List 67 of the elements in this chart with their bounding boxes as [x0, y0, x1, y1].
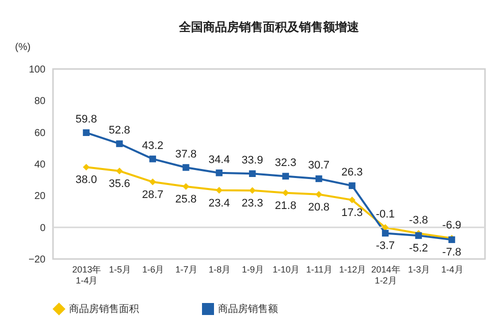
data-label: 23.4 — [208, 197, 230, 210]
x-tick-label: 2013年 1-4月 — [72, 264, 102, 286]
y-tick-label: 0 — [40, 222, 46, 234]
point — [82, 129, 90, 136]
point — [282, 189, 289, 196]
point — [116, 168, 123, 174]
data-label: 30.7 — [308, 160, 330, 172]
y-axis-title: (%) — [15, 42, 31, 53]
y-tick-label: 60 — [34, 128, 46, 139]
data-label: 17.3 — [341, 206, 363, 219]
point — [282, 172, 289, 180]
data-label: 43.2 — [142, 140, 164, 152]
data-label: 26.3 — [341, 166, 363, 179]
data-label: -7.8 — [442, 246, 462, 259]
x-tick-label: 1-8月 — [208, 264, 231, 274]
x-tick-label: 2014年 1-2月 — [371, 264, 400, 286]
x-tick-label: 1-4月 — [441, 264, 464, 274]
x-tick-label: 1-10月 — [272, 264, 300, 274]
y-tick-label: 20 — [34, 191, 46, 202]
data-label: -3.7 — [376, 240, 395, 252]
x-tick-label: 1-11月 — [306, 264, 333, 274]
data-label: 34.4 — [208, 154, 230, 166]
data-label: 37.8 — [175, 148, 197, 160]
point — [149, 156, 156, 162]
legend-label: 商品房销售额 — [218, 303, 278, 315]
x-tick-label: 1-9月 — [242, 264, 264, 274]
point — [249, 187, 256, 194]
y-tick-label: −20 — [28, 254, 46, 266]
data-label: 52.8 — [108, 124, 130, 137]
data-label: 25.8 — [175, 193, 197, 206]
point — [116, 140, 123, 148]
point — [382, 230, 389, 237]
x-tick-label: 1-6月 — [142, 264, 164, 274]
x-tick-label: 1-7月 — [175, 264, 198, 274]
y-tick-label: 40 — [34, 160, 46, 170]
point — [382, 224, 389, 231]
point — [182, 164, 190, 171]
x-tick-label: 1-12月 — [339, 264, 366, 274]
point — [149, 178, 156, 186]
point — [82, 164, 90, 171]
point — [182, 183, 190, 190]
x-tick-label: 1-3月 — [408, 264, 430, 274]
y-tick-label: 80 — [34, 96, 46, 108]
x-tick-label: 1-5月 — [108, 264, 131, 274]
data-label: 28.7 — [142, 188, 164, 201]
point — [216, 170, 223, 176]
data-label: 23.3 — [242, 197, 264, 210]
point — [249, 170, 256, 178]
data-label: 33.9 — [242, 154, 264, 167]
data-label: 59.8 — [76, 114, 97, 126]
data-label: -5.2 — [409, 242, 428, 255]
data-label: -3.8 — [409, 214, 428, 226]
data-label: -6.9 — [442, 219, 462, 232]
point — [216, 186, 223, 194]
chart-title: 全国商品房销售面积及销售额增速 — [178, 20, 360, 34]
data-label: 21.8 — [274, 200, 296, 212]
y-tick-label: 100 — [28, 64, 46, 76]
point — [348, 196, 356, 204]
data-label: 35.6 — [108, 178, 130, 190]
point — [315, 175, 322, 182]
data-label: 38.0 — [76, 174, 97, 186]
data-label: -0.1 — [376, 208, 395, 220]
legend-label: 商品房销售面积 — [69, 303, 139, 315]
data-label: 32.3 — [274, 157, 296, 170]
data-label: 20.8 — [308, 201, 330, 214]
point — [348, 182, 356, 190]
point — [315, 191, 322, 198]
